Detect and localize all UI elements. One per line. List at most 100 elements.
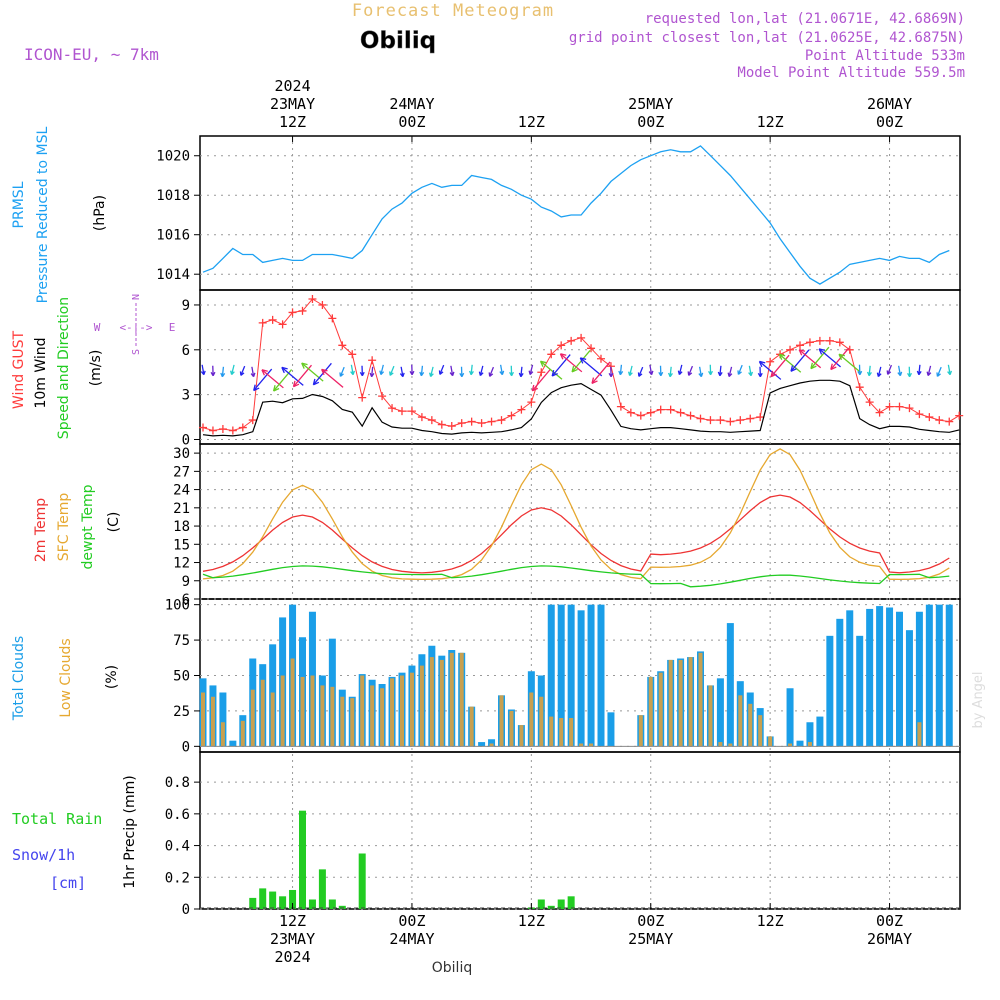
time-label-top: 25MAY [628, 95, 673, 113]
gust-marker [646, 408, 655, 417]
gust-marker [487, 417, 496, 426]
wind-arrowhead [359, 371, 365, 377]
low-cloud-bar [439, 659, 444, 747]
pressure-label-2: Pressure Reduced to MSL [35, 126, 51, 303]
wind-arrowhead [757, 372, 763, 378]
precip-ytick-label: 0.2 [165, 870, 190, 886]
total-cloud-bar [826, 635, 834, 747]
total-cloud-bar [557, 604, 565, 747]
model-name: ICON-EU, ~ 7km [24, 45, 159, 64]
gust-marker [935, 416, 944, 425]
gust-marker [527, 398, 536, 407]
gust-marker [716, 416, 725, 425]
low-cloud-bar [270, 692, 275, 747]
wind-arrow [719, 365, 722, 376]
wind-arrowhead [239, 371, 245, 376]
total-cloud-bar [219, 692, 227, 747]
wind-arrow [838, 353, 861, 373]
total-cloud-bar [945, 604, 953, 747]
wind-arrow [380, 364, 384, 375]
low-cloud-bar [350, 698, 355, 747]
axes-layer: 1014101610181020036969121518212427300255… [156, 77, 912, 966]
wind-arrow [479, 365, 484, 376]
wind-arrow [810, 346, 830, 370]
wind-arrow [231, 364, 235, 375]
wind-arrowhead [429, 372, 434, 378]
total-cloud-bar [876, 606, 884, 747]
wind-arrowhead [509, 371, 514, 377]
gust-marker [746, 414, 755, 423]
temperature-ytick-label: 12 [173, 556, 190, 572]
total-cloud-bar [836, 618, 844, 747]
direction-label: Speed and Direction [56, 297, 72, 439]
wind-arrow [887, 364, 893, 375]
wind-arrow [439, 364, 445, 375]
wind-arrowhead [261, 369, 268, 376]
total-cloud-bar [726, 623, 734, 747]
gust-marker [288, 308, 297, 317]
wind-unit: (m/s) [88, 350, 104, 387]
low-clouds-label: Low Clouds [58, 638, 74, 717]
wind-arrow [737, 364, 743, 375]
wind-arrowhead [220, 372, 226, 378]
wind-arrowhead [449, 371, 455, 377]
wind-arrowhead [886, 370, 892, 375]
wind-arrowhead [253, 384, 260, 392]
gust-marker [497, 416, 506, 425]
compass-e: E [169, 321, 176, 334]
total-cloud-bar [488, 739, 496, 747]
gust-marker [587, 344, 596, 353]
wind-arrowhead [830, 363, 837, 371]
wind-arrowhead [618, 370, 624, 376]
temperature-ytick-label: 21 [173, 501, 190, 517]
wind-arrow [350, 364, 354, 375]
low-cloud-bar [688, 657, 693, 747]
low-cloud-bar [330, 686, 335, 747]
pressure-ytick-label: 1018 [156, 188, 190, 204]
wind-arrow [489, 366, 495, 377]
forecast-title: Forecast Meteogram [352, 1, 554, 21]
pressure-panel-labels: PRMSL Pressure Reduced to MSL (hPa) [11, 126, 108, 303]
total-clouds-label: Total Clouds [11, 636, 27, 721]
pressure-label-1: PRMSL [11, 181, 27, 228]
rain-bar [289, 889, 297, 909]
total-cloud-bar [905, 630, 913, 747]
low-cloud-bar [210, 696, 215, 747]
time-label-bottom: 12Z [279, 912, 306, 930]
wind-arrow [830, 347, 850, 370]
time-label-top: 12Z [757, 113, 784, 131]
gust-marker [477, 419, 486, 428]
rain-bar [328, 899, 336, 909]
temperature-ytick-label: 27 [173, 464, 190, 480]
wind-arrowhead [389, 371, 394, 376]
wind-arrow [629, 365, 633, 376]
wind-arrowhead [698, 372, 704, 378]
rain-bar [299, 810, 306, 909]
gust-marker [885, 402, 894, 411]
low-cloud-bar [409, 672, 414, 747]
wind-arrowhead [301, 362, 308, 369]
total-cloud-bar [925, 604, 933, 747]
grid-layer [200, 136, 960, 910]
wind-panel-labels: Wind GUST 10m Wind Speed and Direction (… [11, 294, 175, 439]
rain-bar [269, 891, 277, 909]
total-cloud-bar [587, 604, 595, 747]
clouds-ytick-label: 50 [173, 669, 190, 685]
wind-arrowhead [369, 372, 375, 378]
gust-line [202, 298, 960, 432]
grid-point-coords: grid point closest lon,lat (21.0625E, 42… [569, 30, 965, 46]
time-label-top: 00Z [637, 113, 664, 131]
rain-bar [318, 869, 326, 909]
wind-arrow [698, 366, 703, 377]
time-label-top: 23MAY [270, 95, 315, 113]
gust-marker [676, 408, 685, 417]
wind-label: 10m Wind [33, 337, 49, 408]
gust-marker [666, 405, 675, 414]
wind-arrow [770, 354, 790, 378]
wind-arrowhead [499, 370, 505, 376]
total-cloud-bar [547, 604, 555, 747]
rain-bar [547, 905, 555, 909]
wind-arrow [321, 368, 344, 388]
wind-arrowhead [528, 370, 534, 376]
low-cloud-bar [678, 659, 683, 747]
